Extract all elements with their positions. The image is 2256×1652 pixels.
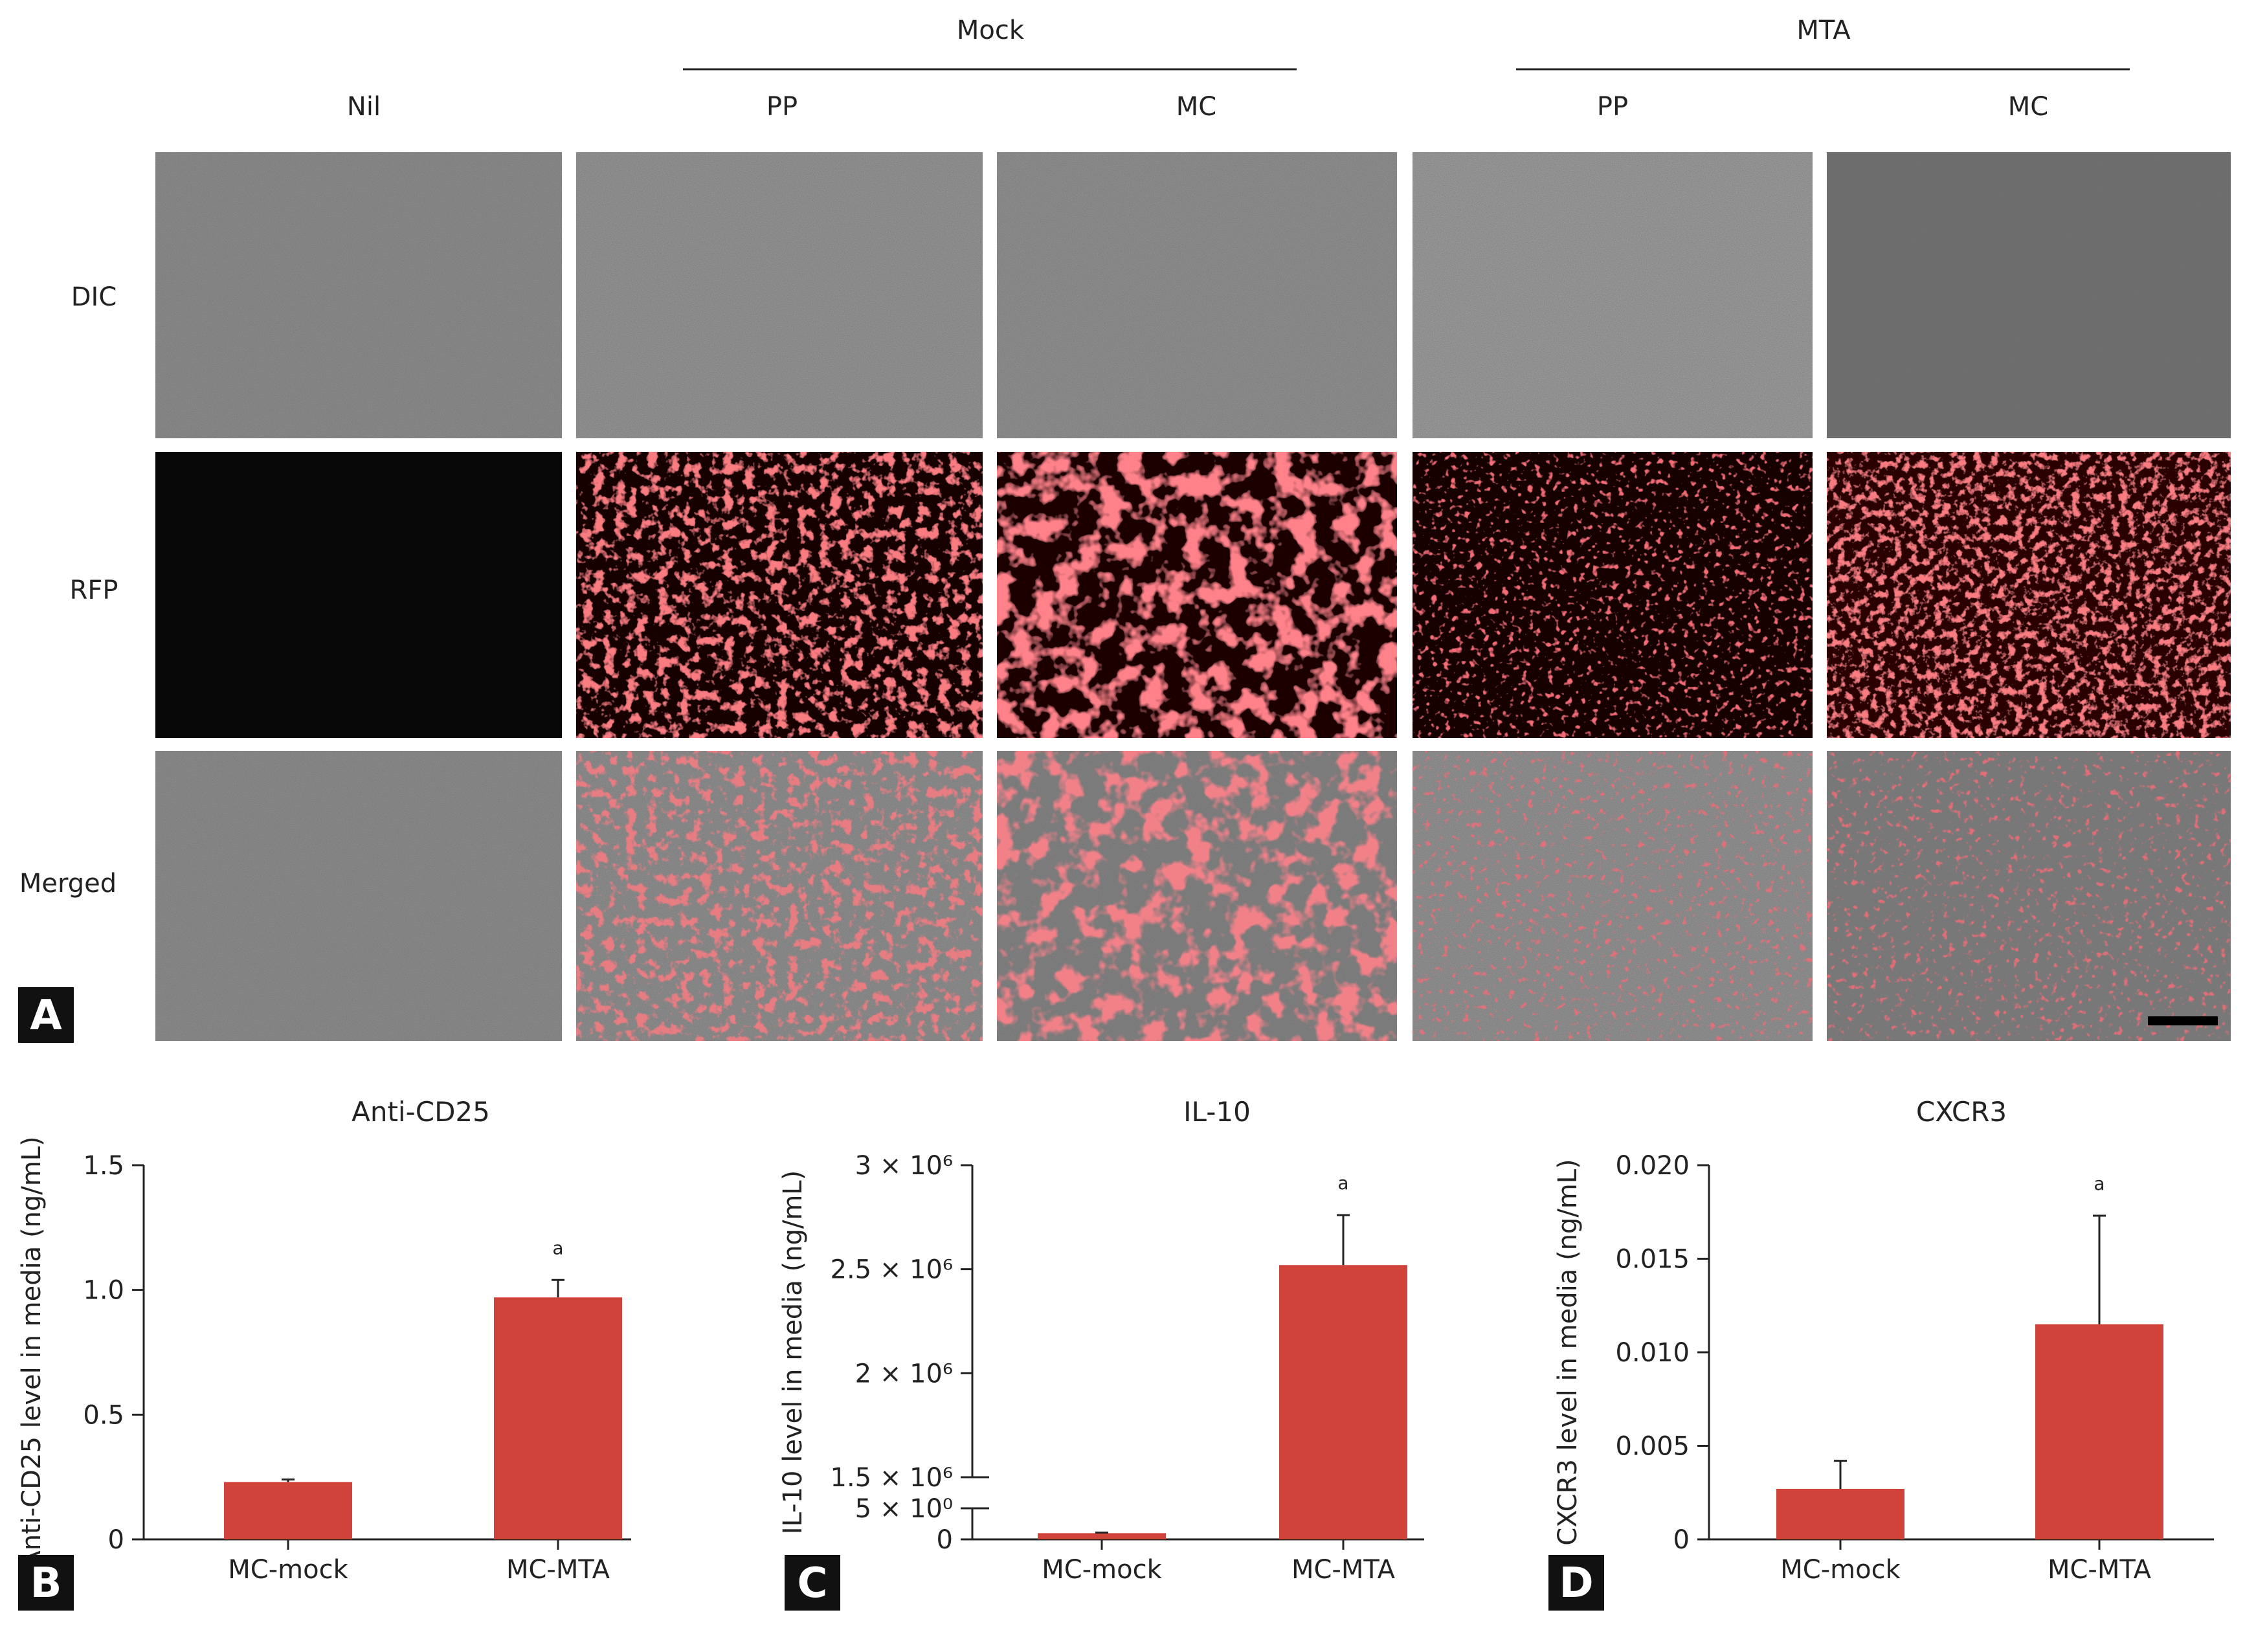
image-rfp-mta-pp [1413,452,1813,738]
row-header-dic: DIC [71,282,117,312]
significance-mark: a [2094,1173,2105,1194]
image-rfp-mock-mc [997,452,1397,738]
y-tick-label: 1.5 × 10⁶ [831,1463,954,1493]
panel-tag-box [785,1555,840,1611]
panel-tag-b: B [18,1555,74,1611]
chart-title: Anti-CD25 [352,1096,490,1128]
x-tick-label: MC-MTA [1291,1555,1396,1585]
panel-tag-box [18,1555,74,1611]
y-tick-label: 1.0 [83,1276,124,1306]
bar-mc-mta [494,1297,622,1539]
bar-charts: Anti-CD25 Anti-CD25 level in media (ng/mL… [17,1096,2214,1611]
y-tick-label: 5 × 10⁰ [855,1494,953,1524]
group-header-mta: MTA [1796,16,1851,45]
y-tick-label: 0.020 [1615,1151,1690,1181]
chart-c: IL-10 IL-10 level in media (ng/mL) 05 × 10… [778,1096,1424,1611]
y-axis-label: IL-10 level in media (ng/mL) [778,1170,808,1534]
y-tick-label: 2.5 × 10⁶ [831,1255,954,1285]
x-tick-label: MC-mock [1780,1555,1901,1585]
image-rfp-mock-pp [576,452,983,738]
scale-bar [2148,1016,2218,1025]
y-axis-label: CXCR3 level in media (ng/mL) [1553,1159,1583,1545]
panel-tag-label: B [30,1559,62,1607]
chart-title: CXCR3 [1916,1096,2007,1128]
column-header-mock-mc: MC [1176,92,1216,122]
y-tick-label: 1.5 [83,1151,124,1181]
significance-mark: a [552,1237,563,1258]
panel-tag-d: D [1548,1555,1604,1611]
bar-mc-mock [1038,1533,1166,1539]
y-tick-label: 2 × 10⁶ [855,1359,953,1389]
x-tick-label: MC-MTA [506,1555,610,1585]
image-dic-mock-mc [997,152,1397,438]
x-tick-label: MC-mock [228,1555,348,1585]
bar-mc-mta [1279,1265,1407,1539]
image-merged-nil [155,751,562,1041]
y-tick-label: 0.5 [83,1400,124,1430]
chart-d: CXCR3 CXCR3 level in media (ng/mL) 0 0.005 0… [1548,1096,2214,1611]
significance-mark: a [1337,1172,1348,1194]
panel-tag-box [1548,1555,1604,1611]
y-tick-label: 0.010 [1615,1338,1690,1368]
y-axis-label: Anti-CD25 level in media (ng/mL) [17,1136,47,1568]
y-tick-label: 0.005 [1615,1432,1690,1462]
column-header-mta-mc: MC [2008,92,2048,122]
image-merged-mock-pp [576,751,983,1041]
image-merged-mta-mc [1827,751,2231,1041]
panel-tag-a: A [18,987,74,1043]
bar-mc-mta [2035,1324,2163,1539]
x-tick-label: MC-mock [1042,1555,1162,1585]
group-header-mock: Mock [957,16,1025,45]
image-merged-mta-pp [1413,751,1813,1041]
image-rfp-nil [155,452,562,738]
image-dic-nil [155,152,562,438]
column-header-mta-pp: PP [1597,92,1628,122]
image-rfp-mta-mc [1827,452,2231,738]
y-tick-label: 0 [937,1525,953,1555]
row-header-rfp: RFP [70,575,118,605]
image-merged-mock-mc [997,751,1397,1041]
column-header-mock-pp: PP [766,92,798,122]
image-grid [155,152,2231,1041]
column-header-nil: Nil [347,92,381,122]
row-header-merged: Merged [19,869,117,899]
image-dic-mock-pp [576,152,983,438]
chart-b: Anti-CD25 Anti-CD25 level in media (ng/mL… [17,1096,631,1611]
panel-tag-label: D [1559,1559,1593,1607]
y-tick-label: 0.015 [1615,1245,1690,1275]
panel-tag-label: C [798,1559,828,1607]
y-tick-label: 0 [1673,1525,1690,1555]
bar-mc-mock [224,1482,352,1539]
y-tick-label: 3 × 10⁶ [855,1151,953,1181]
image-dic-mta-mc [1827,152,2231,438]
x-tick-label: MC-MTA [2048,1555,2152,1585]
image-dic-mta-pp [1413,152,1813,438]
panel-tag-c: C [785,1555,840,1611]
bar-mc-mock [1776,1488,1904,1539]
chart-title: IL-10 [1183,1096,1251,1128]
y-tick-label: 0 [108,1525,124,1555]
svg-text:A: A [30,992,62,1040]
